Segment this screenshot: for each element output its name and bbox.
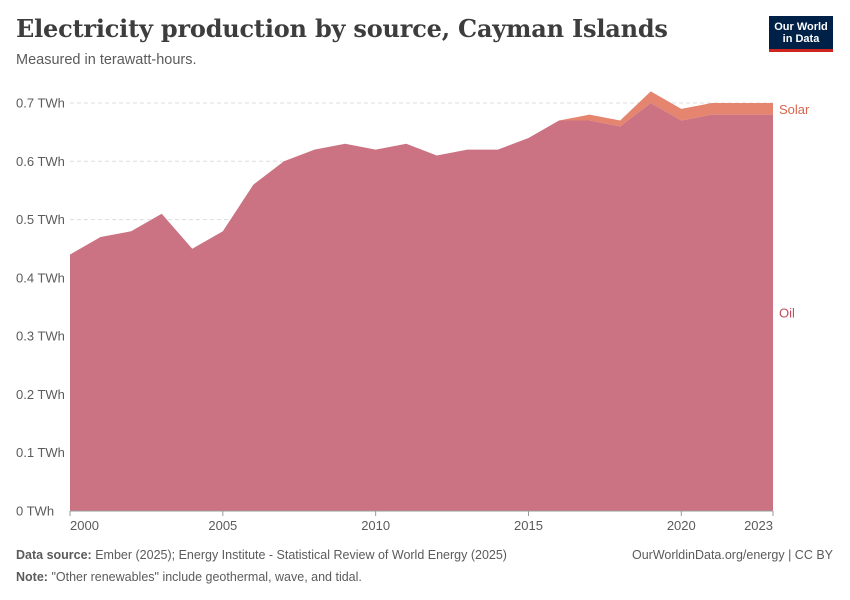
series-label-solar: Solar — [779, 102, 810, 117]
logo-line-1: Our World — [774, 20, 828, 33]
x-tick-label: 2000 — [70, 518, 99, 533]
y-tick-label: 0.6 TWh — [16, 154, 65, 169]
data-source-label: Data source: — [16, 548, 92, 562]
data-source-text: Ember (2025); Energy Institute - Statist… — [95, 548, 507, 562]
attribution-link[interactable]: OurWorldinData.org/energy | CC BY — [631, 548, 833, 562]
area-series-oil — [70, 103, 773, 511]
x-tick-label: 2015 — [514, 518, 543, 533]
note-text: "Other renewables" include geothermal, w… — [51, 570, 362, 584]
y-tick-label: 0 TWh — [16, 504, 54, 519]
y-tick-label: 0.7 TWh — [16, 96, 65, 111]
x-tick-label: 2020 — [667, 518, 696, 533]
y-tick-label: 0.1 TWh — [16, 445, 65, 460]
x-tick-label: 2005 — [208, 518, 237, 533]
x-tick-label: 2023 — [744, 518, 773, 533]
x-tick-label: 2010 — [361, 518, 390, 533]
note-label: Note: — [16, 570, 48, 584]
series-label-oil: Oil — [779, 305, 795, 320]
chart-note: Note: "Other renewables" include geother… — [16, 570, 362, 584]
logo-line-2: in Data — [782, 32, 820, 45]
area-series-solar — [70, 91, 773, 255]
data-source: Data source: Ember (2025); Energy Instit… — [16, 548, 507, 562]
chart-title: Electricity production by source, Cayman… — [16, 14, 668, 43]
y-tick-label: 0.4 TWh — [16, 270, 65, 285]
y-tick-label: 0.3 TWh — [16, 329, 65, 344]
y-tick-label: 0.2 TWh — [16, 387, 65, 402]
chart-subtitle: Measured in terawatt-hours. — [16, 52, 197, 68]
owid-logo[interactable]: Our World in Data — [769, 16, 833, 52]
area-chart: 0 TWh 0.1 TWh 0.2 TWh 0.3 TWh 0.4 TWh 0.5 TWh… — [16, 91, 810, 533]
y-tick-label: 0.5 TWh — [16, 212, 65, 227]
